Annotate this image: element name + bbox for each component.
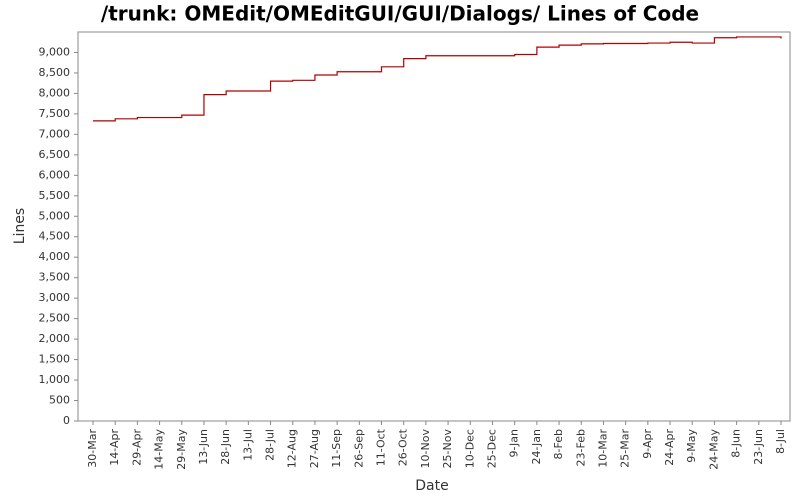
plot-area bbox=[77, 31, 791, 422]
x-tick-label: 26-Sep bbox=[352, 429, 365, 468]
x-tick-label: 23-Jun bbox=[752, 429, 765, 465]
y-tick-label: 6,000 bbox=[39, 168, 71, 181]
x-tick-label: 14-May bbox=[153, 429, 166, 470]
x-tick-label: 10-Dec bbox=[463, 429, 476, 468]
y-tick-label: 6,500 bbox=[39, 148, 71, 161]
x-tick-label: 11-Oct bbox=[375, 428, 388, 466]
x-tick-label: 12-Aug bbox=[286, 429, 299, 468]
x-tick-label: 25-Mar bbox=[619, 429, 632, 468]
x-tick-label: 26-Oct bbox=[397, 428, 410, 466]
y-tick-label: 7,500 bbox=[39, 107, 71, 120]
y-tick-label: 3,500 bbox=[39, 271, 71, 284]
x-tick-label: 11-Sep bbox=[330, 429, 343, 468]
y-axis-label: Lines bbox=[12, 208, 28, 244]
y-tick-label: 4,000 bbox=[39, 250, 71, 263]
x-tick-label: 29-May bbox=[175, 429, 188, 470]
x-tick-label: 14-Apr bbox=[108, 429, 121, 466]
x-tick-label: 9-Jan bbox=[508, 429, 521, 458]
x-tick-label: 24-May bbox=[707, 429, 720, 470]
y-tick-label: 8,500 bbox=[39, 66, 71, 79]
y-tick-label: 5,000 bbox=[39, 209, 71, 222]
y-tick-label: 3,000 bbox=[39, 291, 71, 304]
x-tick-label: 8-Jun bbox=[730, 429, 743, 458]
x-tick-label: 25-Nov bbox=[441, 429, 454, 469]
y-tick-label: 500 bbox=[49, 394, 70, 407]
x-tick-label: 30-Mar bbox=[86, 429, 99, 468]
y-tick-label: 2,500 bbox=[39, 312, 71, 325]
y-tick-label: 4,500 bbox=[39, 230, 71, 243]
x-axis-label: Date bbox=[415, 478, 448, 494]
data-line bbox=[93, 36, 782, 122]
y-tick-label: 1,500 bbox=[39, 353, 71, 366]
x-tick-label: 10-Mar bbox=[596, 429, 609, 468]
x-tick-label: 29-Apr bbox=[130, 429, 143, 466]
y-tick-label: 9,000 bbox=[39, 45, 71, 58]
x-tick-label: 9-Apr bbox=[641, 429, 654, 459]
y-tick-label: 2,000 bbox=[39, 332, 71, 345]
x-tick-label: 25-Dec bbox=[485, 429, 498, 468]
x-tick-label: 24-Jan bbox=[530, 429, 543, 465]
x-tick-label: 24-Apr bbox=[663, 429, 676, 466]
y-tick-label: 8,000 bbox=[39, 86, 71, 99]
chart-title: /trunk: OMEdit/OMEditGUI/GUI/Dialogs/ Li… bbox=[101, 2, 699, 26]
x-tick-label: 8-Jul bbox=[774, 429, 787, 454]
y-tick-label: 7,000 bbox=[39, 127, 71, 140]
y-tick-label: 1,000 bbox=[39, 373, 71, 386]
x-tick-label: 27-Aug bbox=[308, 429, 321, 468]
x-tick-label: 28-Jun bbox=[219, 429, 232, 465]
x-tick-label: 28-Jul bbox=[264, 429, 277, 461]
x-tick-label: 13-Jul bbox=[241, 429, 254, 461]
x-tick-label: 10-Nov bbox=[419, 429, 432, 469]
y-tick-label: 0 bbox=[63, 414, 70, 427]
x-tick-label: 9-May bbox=[685, 429, 698, 463]
x-tick-label: 23-Feb bbox=[574, 429, 587, 466]
x-tick-label: 13-Jun bbox=[197, 429, 210, 465]
x-tick-label: 8-Feb bbox=[552, 429, 565, 459]
y-tick-label: 5,500 bbox=[39, 189, 71, 202]
